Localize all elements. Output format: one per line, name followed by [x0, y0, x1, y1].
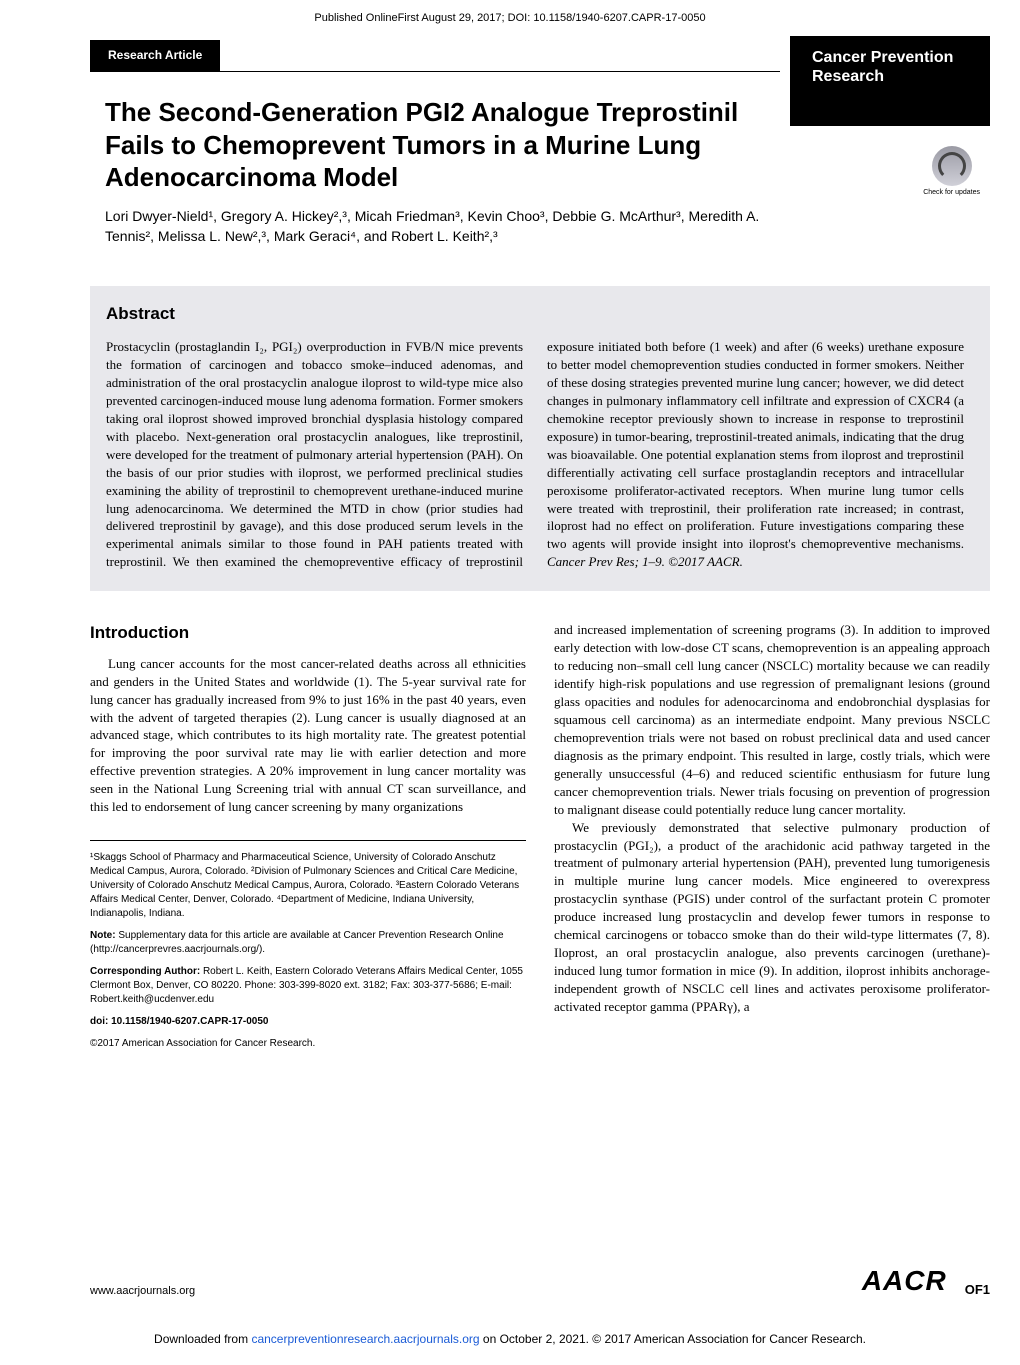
title-block: The Second-Generation PGI2 Analogue Trep…	[105, 96, 780, 246]
author-list: Lori Dwyer-Nield¹, Gregory A. Hickey²,³,…	[105, 206, 780, 247]
check-updates-badge[interactable]: Check for updates	[923, 146, 980, 196]
footer-url[interactable]: www.aacrjournals.org	[90, 1285, 195, 1297]
intro-right-p2: We previously demonstrated that selectiv…	[554, 819, 990, 1016]
article-title: The Second-Generation PGI2 Analogue Trep…	[105, 96, 780, 194]
introduction-heading: Introduction	[90, 621, 526, 644]
abstract-body: Prostacyclin (prostaglandin I₂, PGI₂) ov…	[106, 338, 964, 571]
intro-left-p1: Lung cancer accounts for the most cancer…	[90, 655, 526, 816]
download-post: on October 2, 2021. © 2017 American Asso…	[480, 1332, 866, 1346]
abstract-section: Abstract Prostacyclin (prostaglandin I₂,…	[90, 286, 990, 591]
journal-name: Cancer Prevention Research	[790, 36, 990, 126]
copyright: ©2017 American Association for Cancer Re…	[90, 1037, 526, 1051]
download-notice: Downloaded from cancerpreventionresearch…	[0, 1331, 1020, 1347]
intro-right-p1: and increased implementation of screenin…	[554, 621, 990, 818]
footer-right: AACR OF1	[862, 1265, 990, 1297]
affiliations-block: ¹Skaggs School of Pharmacy and Pharmaceu…	[90, 840, 526, 1051]
aacr-logo: AACR	[862, 1265, 947, 1297]
abstract-citation: Cancer Prev Res; 1–9. ©2017 AACR.	[547, 554, 743, 569]
refresh-icon	[932, 146, 972, 186]
abstract-text: Prostacyclin (prostaglandin I₂, PGI₂) ov…	[106, 339, 964, 569]
supplementary-note: Note: Supplementary data for this articl…	[90, 929, 526, 957]
corresponding-author: Corresponding Author: Robert L. Keith, E…	[90, 965, 526, 1007]
section-label: Research Article	[90, 40, 220, 72]
footer-row: www.aacrjournals.org AACR OF1	[90, 1265, 990, 1297]
publication-info: Published OnlineFirst August 29, 2017; D…	[0, 0, 1020, 24]
check-updates-label: Check for updates	[923, 189, 980, 196]
download-link[interactable]: cancerpreventionresearch.aacrjournals.or…	[251, 1332, 479, 1346]
download-pre: Downloaded from	[154, 1332, 251, 1346]
page-number: OF1	[965, 1282, 990, 1297]
right-column: and increased implementation of screenin…	[554, 621, 990, 1059]
institutions: ¹Skaggs School of Pharmacy and Pharmaceu…	[90, 851, 526, 921]
abstract-heading: Abstract	[106, 304, 964, 324]
doi: doi: 10.1158/1940-6207.CAPR-17-0050	[90, 1015, 526, 1029]
left-column: Introduction Lung cancer accounts for th…	[90, 621, 526, 1059]
body-columns: Introduction Lung cancer accounts for th…	[90, 621, 990, 1059]
